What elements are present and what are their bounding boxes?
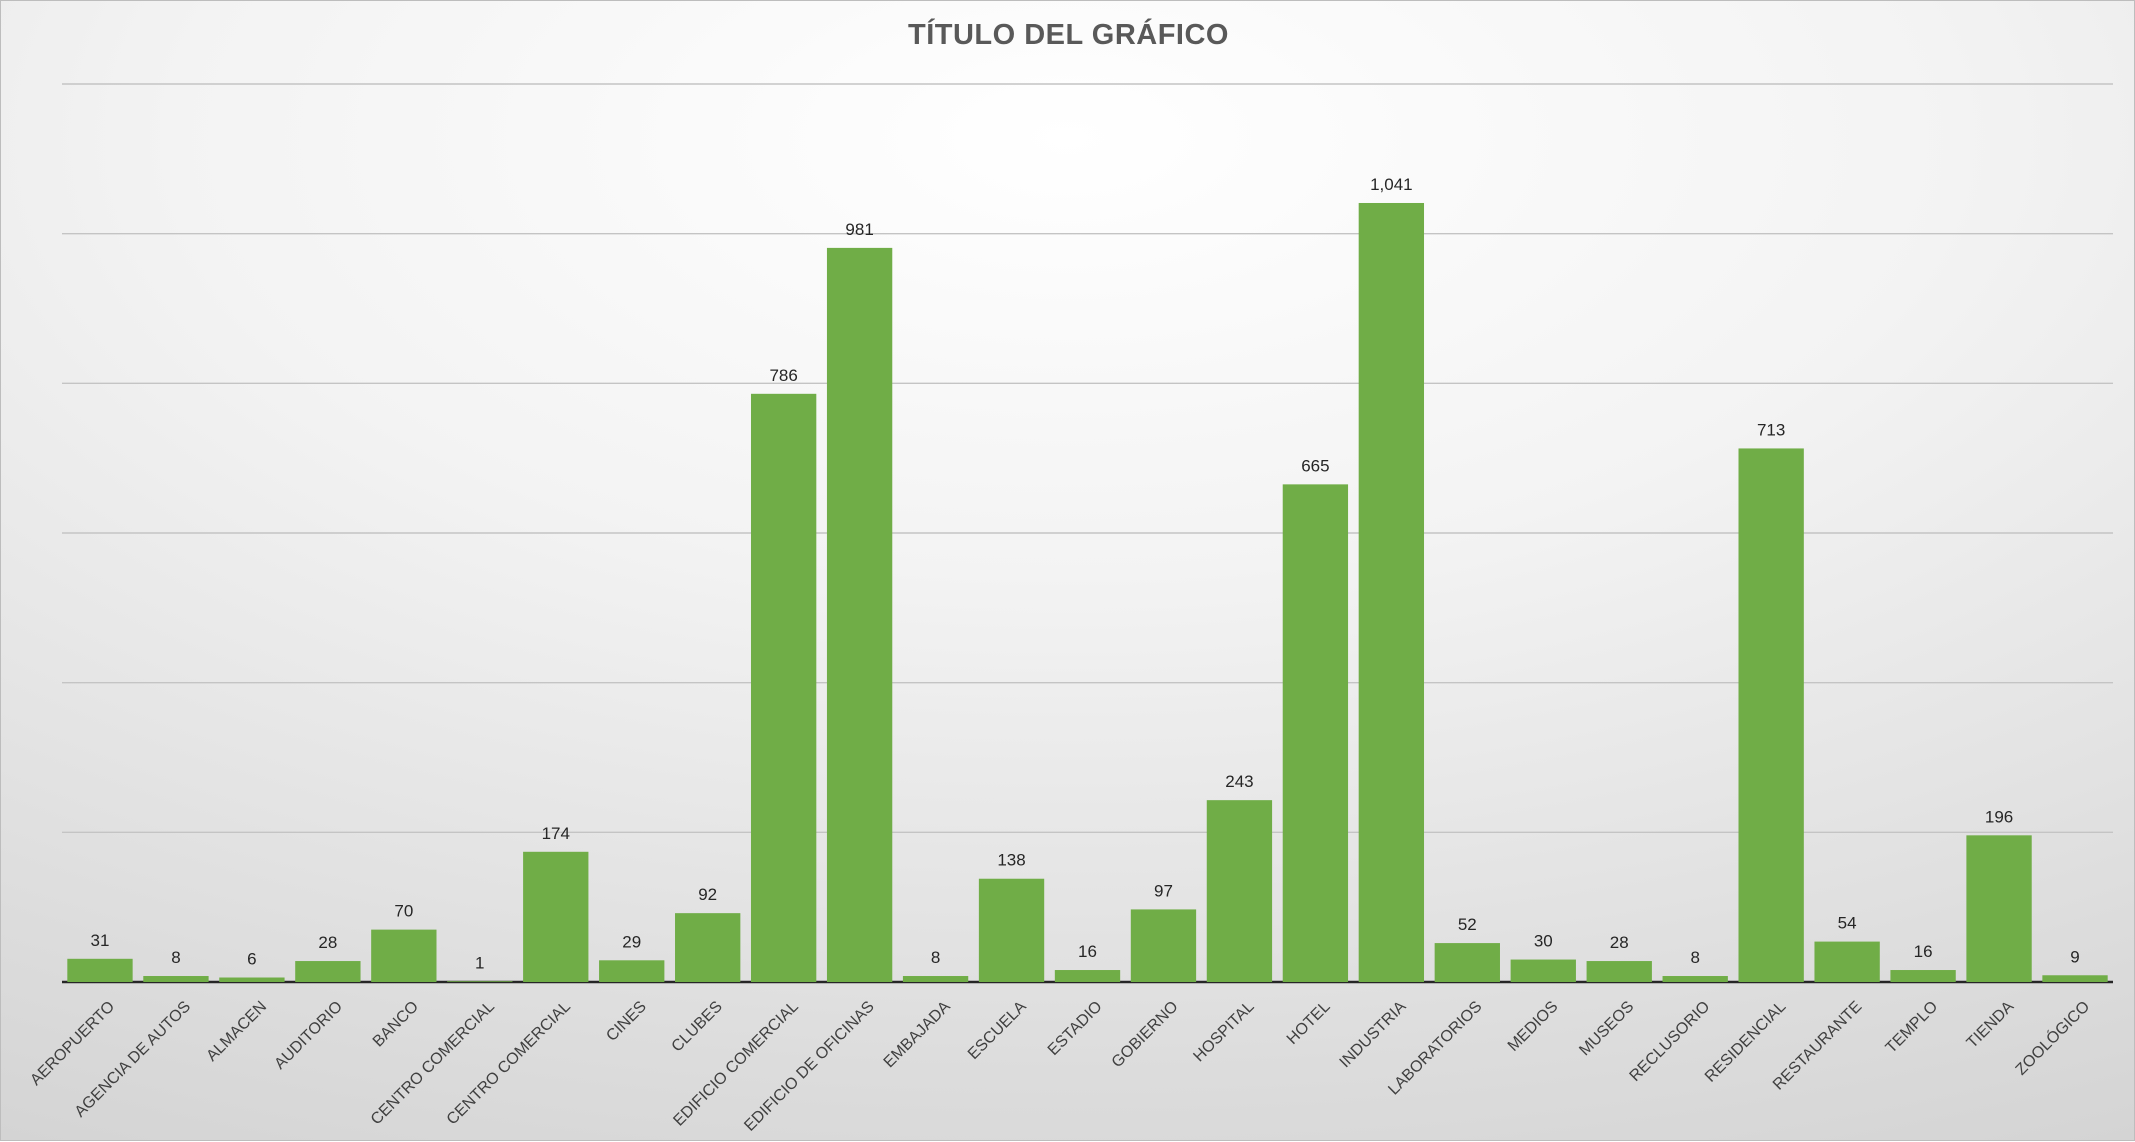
bar [447, 981, 513, 982]
data-label: 30 [1534, 932, 1553, 951]
bar [902, 976, 969, 982]
data-label: 70 [394, 902, 413, 921]
category-tick-label: EDIFICIO COMERCIAL [670, 998, 802, 1130]
category-tick-label: ZOOLÓGICO [2011, 997, 2093, 1079]
bar [143, 976, 209, 982]
bar [1814, 941, 1880, 982]
data-label: 97 [1154, 881, 1173, 900]
bar [1890, 970, 1956, 982]
data-label: 52 [1458, 915, 1477, 934]
bar [599, 960, 665, 982]
category-tick-label: HOSPITAL [1190, 998, 1257, 1065]
data-label: 138 [997, 851, 1025, 870]
data-label: 28 [1610, 933, 1629, 952]
data-label: 665 [1301, 456, 1329, 475]
category-tick-label: CLUBES [669, 998, 726, 1055]
data-label: 1 [475, 953, 484, 972]
bar [1358, 202, 1425, 983]
category-tick-label: RESIDENCIAL [1702, 998, 1790, 1086]
data-label: 174 [542, 824, 570, 843]
data-label: 786 [769, 366, 797, 385]
bar [1510, 959, 1576, 982]
category-tick-label: BANCO [370, 998, 422, 1050]
bar [1738, 448, 1804, 982]
bar [1586, 961, 1652, 982]
bar [675, 913, 741, 982]
data-label: 29 [622, 932, 641, 951]
chart-title: TÍTULO DEL GRÁFICO [907, 19, 1229, 51]
bar [826, 247, 893, 982]
data-label: 1,041 [1370, 175, 1413, 194]
category-tick-label: ESTADIO [1045, 998, 1106, 1059]
category-tick-label: CENTRO COMERCIAL [444, 998, 574, 1128]
bar [1662, 976, 1728, 982]
data-label: 9 [2070, 947, 2079, 966]
data-label: 28 [318, 933, 337, 952]
category-tick-label: ESCUELA [965, 998, 1030, 1063]
bar [2042, 975, 2108, 982]
category-tick-label: TIENDA [1964, 998, 2018, 1052]
bar [1434, 943, 1500, 982]
category-tick-label: EDIFICIO DE OFICINAS [741, 998, 877, 1134]
data-label: 8 [931, 948, 940, 967]
data-label: 6 [247, 950, 256, 969]
gridlines [62, 83, 2113, 984]
category-tick-label: RECLUSORIO [1627, 998, 1714, 1085]
data-label: 54 [1838, 914, 1857, 933]
bar [371, 929, 437, 982]
bar [1966, 835, 2032, 982]
bar [1282, 484, 1349, 982]
data-labels: 31 8 6 28 70 1 174 29 92 786 981 8 138 16 97 243 665 1,04… [91, 175, 2080, 972]
category-tick-label: INDUSTRIA [1337, 998, 1410, 1071]
category-tick-label: TEMPLO [1883, 998, 1942, 1057]
category-tick-label: GOBIERNO [1109, 998, 1182, 1071]
bar [1054, 970, 1121, 982]
data-label: 8 [171, 948, 180, 967]
bar [219, 977, 285, 982]
data-label: 981 [845, 220, 873, 239]
category-tick-label: MEDIOS [1505, 998, 1562, 1055]
category-tick-label: CENTRO COMERCIAL [368, 998, 498, 1128]
category-tick-label: MUSEOS [1576, 998, 1637, 1059]
bar [1206, 800, 1273, 982]
bar [67, 958, 133, 982]
data-label: 196 [1985, 807, 2013, 826]
bar [978, 878, 1045, 982]
data-label: 713 [1757, 420, 1785, 439]
data-label: 16 [1914, 942, 1933, 961]
data-label: 92 [698, 885, 717, 904]
bar [750, 393, 817, 982]
bar [295, 961, 361, 982]
category-tick-label: ALMACEN [203, 998, 270, 1065]
category-tick-label: EMBAJADA [881, 998, 954, 1071]
category-tick-label: AUDITORIO [271, 998, 346, 1073]
data-label: 8 [1690, 948, 1699, 967]
category-tick-label: CINES [603, 998, 650, 1045]
bar [1130, 909, 1197, 982]
category-tick-label: HOTEL [1284, 998, 1334, 1048]
data-label: 16 [1078, 942, 1097, 961]
bar [523, 851, 589, 982]
bars [67, 202, 2108, 983]
data-label: 31 [91, 931, 110, 950]
data-label: 243 [1225, 772, 1253, 791]
